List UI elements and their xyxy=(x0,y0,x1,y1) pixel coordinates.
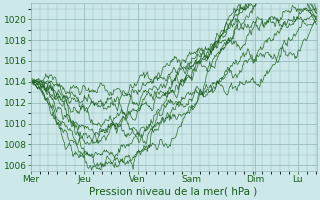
X-axis label: Pression niveau de la mer( hPa ): Pression niveau de la mer( hPa ) xyxy=(90,187,258,197)
